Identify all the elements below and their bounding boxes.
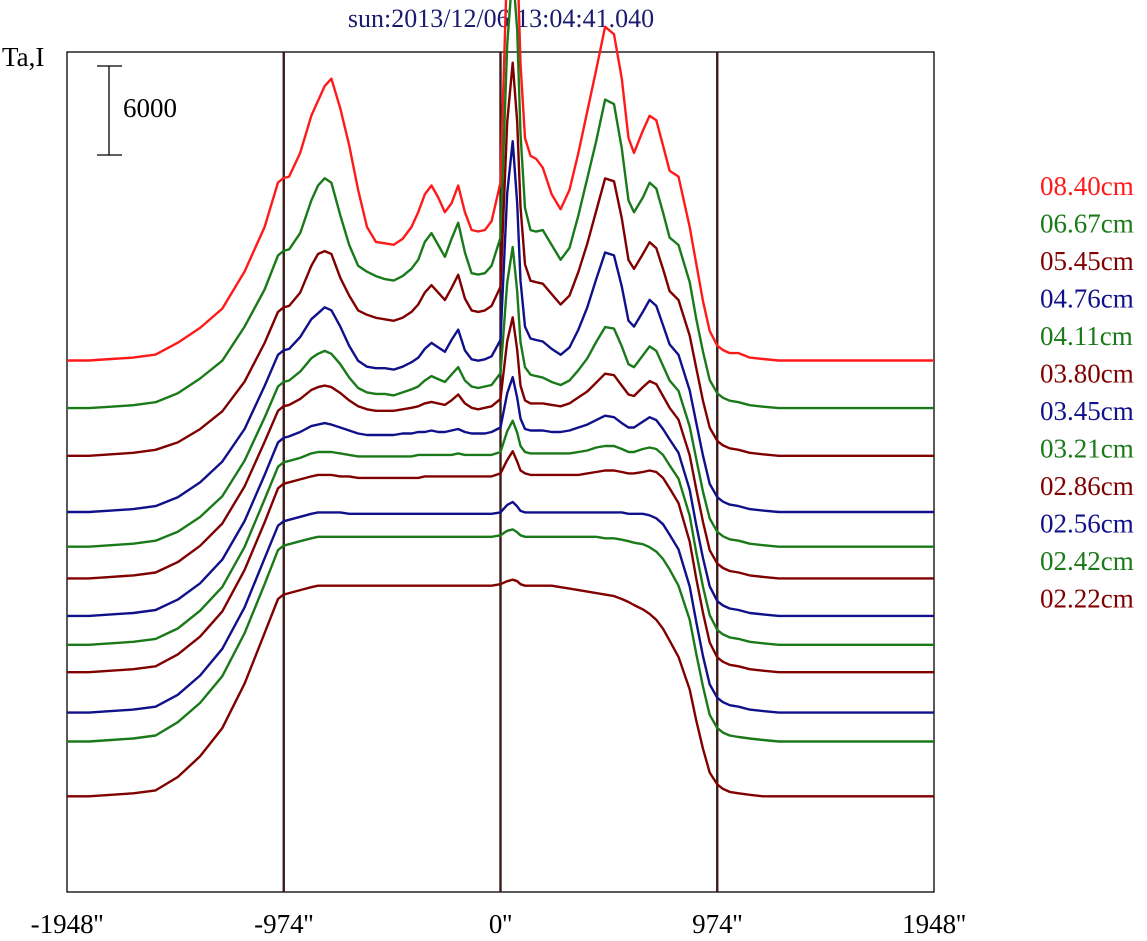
series-line-08-40cm (67, 0, 934, 362)
series-line-04-11cm (67, 245, 934, 548)
legend-entry: 05.45cm (1040, 246, 1134, 276)
legend-entry: 06.67cm (1040, 209, 1134, 239)
legend-entry: 03.21cm (1040, 434, 1134, 464)
legend-entry: 04.76cm (1040, 284, 1134, 314)
series-line-02-42cm (67, 528, 934, 743)
series-line-04-76cm (67, 139, 934, 514)
legend-entry: 03.45cm (1040, 396, 1134, 426)
x-tick-label: -1948'' (31, 909, 104, 939)
legend-entry: 02.56cm (1040, 509, 1134, 539)
series-line-02-86cm (67, 450, 934, 674)
scale-bar: 6000 (97, 65, 177, 156)
legend-entry: 08.40cm (1040, 171, 1134, 201)
legend-entry: 04.11cm (1040, 321, 1133, 351)
x-tick-labels: -1948'' -974'' 0'' 974'' 1948'' (31, 909, 966, 939)
legend-entry: 02.42cm (1040, 546, 1134, 576)
x-tick-label: 974'' (692, 909, 742, 939)
series-line-03-80cm (67, 316, 934, 580)
series-line-06-67cm (67, 0, 934, 410)
series-line-02-22cm (67, 578, 934, 798)
x-tick-label: -974'' (254, 909, 313, 939)
series-lines (67, 0, 934, 798)
series-line-02-56cm (67, 500, 934, 714)
x-tick-label: 1948'' (902, 909, 966, 939)
legend-entry: 03.80cm (1040, 359, 1134, 389)
series-line-05-45cm (67, 61, 934, 457)
chart-title: sun:2013/12/06 13:04:41.040 (348, 4, 654, 33)
legend-entry: 02.22cm (1040, 584, 1134, 614)
series-line-03-21cm (67, 419, 934, 646)
scale-bar-label: 6000 (123, 93, 177, 123)
series-line-03-45cm (67, 375, 934, 618)
x-tick-label: 0'' (489, 909, 512, 939)
y-axis-label: Ta,I (2, 42, 44, 72)
legend-entry: 02.86cm (1040, 471, 1134, 501)
legend: 08.40cm 06.67cm 05.45cm 04.76cm 04.11cm 03.80… (1040, 171, 1134, 614)
